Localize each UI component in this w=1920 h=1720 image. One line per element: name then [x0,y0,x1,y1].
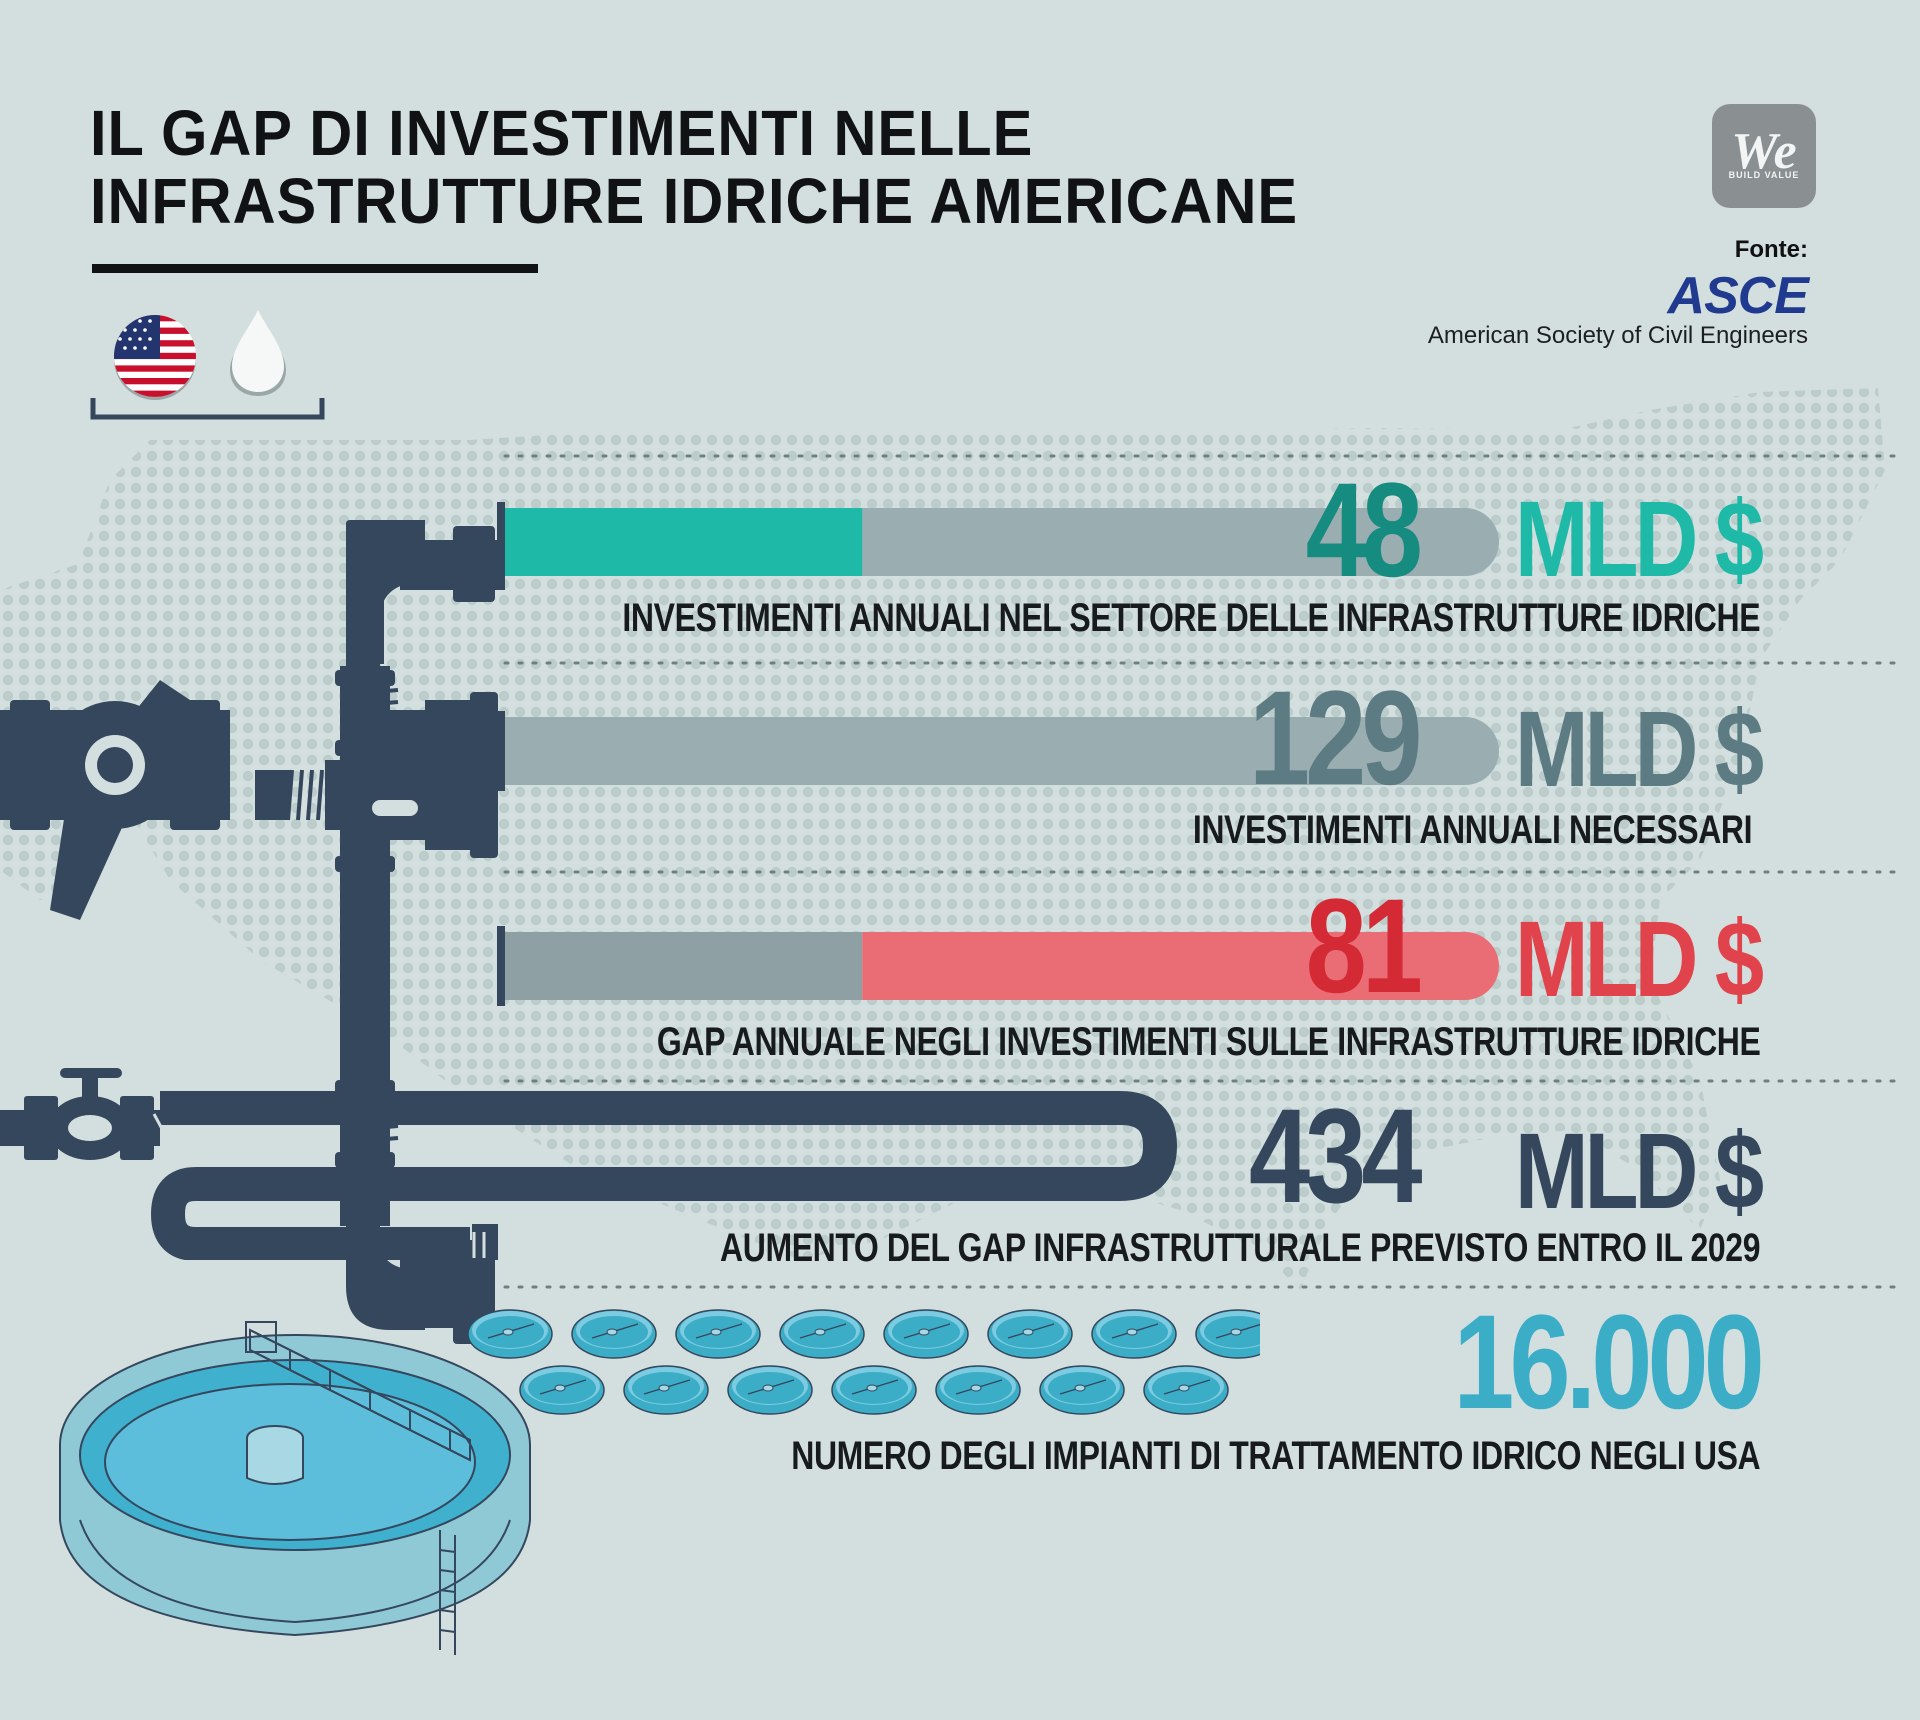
page-title-line-1: IL GAP DI INVESTIMENTI NELLE [90,97,1034,169]
bar-investment-gap [862,932,1499,1000]
stat-label-annual-investment: INVESTIMENTI ANNUALI NEL SETTORE DELLE I… [622,596,1760,640]
logo-text: We [1731,123,1797,180]
icon-bracket [90,398,325,420]
basin-icon [727,1365,813,1415]
stat-unit-investment-gap: MLD $ [1514,898,1764,1019]
basin-icon [779,1309,865,1359]
stat-value-treatment-plants: 16.000 [1453,1288,1764,1437]
pipe-valve-icon [0,520,505,1344]
title-underline [92,264,538,273]
serpentine-pipe-icon [0,1068,1178,1260]
basin-icon [467,1309,553,1359]
stat-unit-required-investment: MLD $ [1514,688,1764,809]
basin-icon [571,1309,657,1359]
bar-flange-2 [497,926,505,1006]
basin-icon [1091,1309,1177,1359]
stat-label-treatment-plants: NUMERO DEGLI IMPIANTI DI TRATTAMENTO IDR… [790,1434,1760,1478]
bar-required-investment [505,717,1499,785]
treatment-plant-icon [59,1321,531,1655]
stat-value-annual-investment: 48 [1305,456,1423,605]
basin-icon [675,1309,761,1359]
usa-flag-icon [114,315,196,400]
source-label: Fonte: [1734,236,1808,263]
basin-icon [831,1365,917,1415]
basin-icon [1195,1309,1260,1359]
stat-unit-gap-increase: MLD $ [1514,1110,1764,1231]
stat-label-required-investment: INVESTIMENTI ANNUALI NECESSARI [1192,808,1753,852]
stat-value-required-investment: 129 [1249,664,1422,813]
basin-icon [623,1365,709,1415]
bar-flange-1 [497,711,505,791]
water-drop-icon [230,310,286,396]
basin-icon [935,1365,1021,1415]
we-build-value-logo: We BUILD VALUE [1712,104,1816,208]
source-org-name: American Society of Civil Engineers [1427,322,1808,349]
logo-tagline: BUILD VALUE [1728,170,1800,180]
stat-label-gap-increase: AUMENTO DEL GAP INFRASTRUTTURALE PREVIST… [719,1226,1760,1270]
bar-flange-0 [497,502,505,582]
bar-annual-investment [505,508,863,576]
stat-value-gap-increase: 434 [1249,1082,1422,1231]
basin-icon [519,1365,605,1415]
asce-logo: ASCE [1667,267,1809,325]
basin-icon [883,1309,969,1359]
bar-invested-portion [505,932,863,1000]
stat-value-investment-gap: 81 [1305,872,1423,1021]
stat-unit-annual-investment: MLD $ [1514,478,1764,599]
page-title-line-2: INFRASTRUTTURE IDRICHE AMERICANE [90,165,1299,237]
basin-icon [1039,1365,1125,1415]
basin-icon [987,1309,1073,1359]
stat-label-investment-gap: GAP ANNUALE NEGLI INVESTIMENTI SULLE INF… [656,1020,1760,1064]
dotted-separators [503,454,1907,1289]
infographic: IL GAP DI INVESTIMENTI NELLE INFRASTRUTT… [0,97,1907,1655]
basin-icon [1143,1365,1229,1415]
investment-bar-chart [497,502,1499,1006]
